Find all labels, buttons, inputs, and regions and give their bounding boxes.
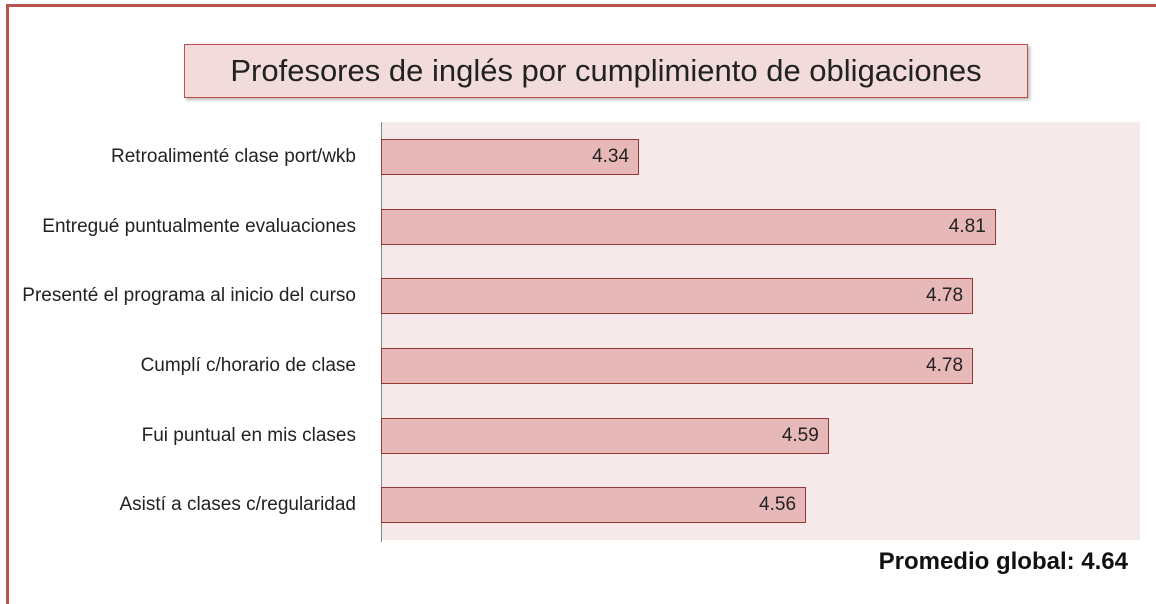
bar	[381, 208, 996, 245]
bar	[381, 417, 829, 454]
value-label: 4.78	[926, 285, 964, 307]
category-label: Presenté el programa al inicio del curso	[22, 285, 356, 307]
value-label: 4.34	[592, 145, 630, 167]
chart-title: Profesores de inglés por cumplimiento de…	[184, 44, 1028, 98]
category-label: Fui puntual en mis clases	[141, 424, 356, 446]
category-label: Entregué puntualmente evaluaciones	[42, 215, 356, 237]
annotation: Promedio global: 4.64	[878, 548, 1128, 575]
value-label: 4.81	[948, 215, 986, 237]
frame	[6, 4, 1156, 604]
plot-area	[381, 122, 1140, 540]
bar	[381, 278, 974, 315]
value-label: 4.56	[759, 494, 797, 516]
bar	[381, 487, 807, 524]
category-label: Cumplí c/horario de clase	[140, 354, 356, 376]
category-axis	[381, 122, 382, 542]
bar	[381, 138, 640, 175]
category-label: Asistí a clases c/regularidad	[119, 494, 356, 516]
bar	[381, 347, 974, 384]
value-label: 4.78	[926, 354, 964, 376]
value-label: 4.59	[781, 424, 819, 446]
category-label: Retroalimenté clase port/wkb	[111, 145, 356, 167]
